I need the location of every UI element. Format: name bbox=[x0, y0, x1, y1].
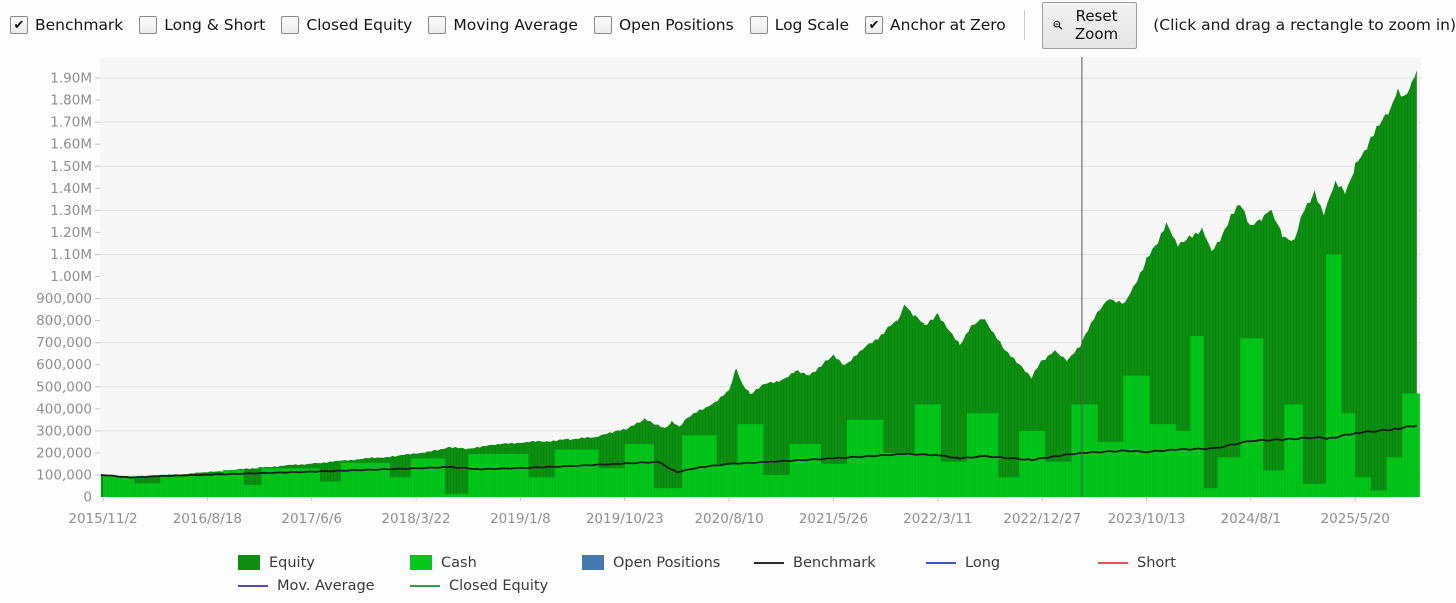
legend-item-equity: Equity bbox=[238, 555, 410, 571]
x-axis-label: 2022/3/11 bbox=[903, 511, 972, 527]
legend-label: Mov. Average bbox=[277, 577, 375, 594]
y-axis-label: 400,000 bbox=[36, 401, 92, 417]
y-axis-label: 1.70M bbox=[50, 115, 92, 131]
zoom-out-icon bbox=[1053, 20, 1063, 29]
x-axis-label: 2025/5/20 bbox=[1321, 511, 1390, 527]
legend-label: Cash bbox=[441, 554, 477, 571]
y-axis-label: 0 bbox=[83, 490, 92, 506]
y-axis-label: 700,000 bbox=[36, 335, 92, 351]
y-axis-label: 800,000 bbox=[36, 313, 92, 329]
legend-item-long: Long bbox=[926, 555, 1098, 571]
checkbox-log-scale[interactable]: Log Scale bbox=[749, 16, 850, 34]
legend-label: Open Positions bbox=[613, 554, 721, 571]
zoom-hint-text: (Click and drag a rectangle to zoom in) bbox=[1153, 16, 1456, 34]
y-axis-label: 200,000 bbox=[36, 445, 92, 461]
reset-zoom-label: Reset Zoom bbox=[1074, 6, 1119, 43]
y-axis-label: 1.50M bbox=[50, 159, 92, 175]
checkbox-long-short[interactable]: Long & Short bbox=[139, 16, 265, 34]
legend-label: Equity bbox=[269, 554, 315, 571]
checkbox-checked-icon[interactable]: ✔ bbox=[865, 16, 884, 34]
legend-label: Closed Equity bbox=[449, 577, 549, 594]
y-axis-label: 900,000 bbox=[36, 291, 92, 307]
legend-item-open-positions: Open Positions bbox=[582, 555, 754, 571]
x-axis-label: 2019/1/8 bbox=[490, 511, 551, 527]
checkbox-label: Anchor at Zero bbox=[890, 16, 1006, 34]
legend-item-benchmark: Benchmark bbox=[754, 555, 926, 571]
legend-swatch-icon bbox=[410, 555, 432, 570]
checkbox-label: Moving Average bbox=[453, 16, 578, 34]
y-axis-label: 1.30M bbox=[50, 203, 92, 219]
legend-item-mov-average: Mov. Average bbox=[238, 578, 410, 594]
legend-item-closed-equity: Closed Equity bbox=[410, 578, 582, 594]
checkbox-unchecked-icon[interactable] bbox=[593, 16, 612, 34]
y-axis-label: 1.90M bbox=[50, 71, 92, 87]
checkbox-label: Open Positions bbox=[618, 16, 734, 34]
reset-zoom-button[interactable]: Reset Zoom bbox=[1042, 1, 1138, 49]
checkbox-unchecked-icon[interactable] bbox=[139, 16, 158, 34]
benchmark-line bbox=[100, 424, 1418, 479]
toolbar-checkboxes: ✔ Benchmark Long & Short Closed Equity Movin… bbox=[10, 16, 1006, 34]
x-axis-label: 2015/11/2 bbox=[68, 511, 137, 527]
checkbox-unchecked-icon[interactable] bbox=[428, 16, 447, 34]
chart-svg: 1.90M 1.80M 1.70M 1.60M 1.50M 1.40M 1.30M 1.20M… bbox=[36, 57, 1421, 527]
checkbox-moving-average[interactable]: Moving Average bbox=[428, 16, 578, 34]
legend-line-icon bbox=[926, 561, 956, 564]
legend-swatch-icon bbox=[238, 555, 260, 570]
y-axis-label: 1.20M bbox=[50, 225, 92, 241]
y-axis-label: 300,000 bbox=[36, 423, 92, 439]
y-axis-label: 600,000 bbox=[36, 357, 92, 373]
toolbar-divider bbox=[1023, 10, 1025, 40]
y-axis-label: 1.10M bbox=[50, 247, 92, 263]
chart-legend: Equity Cash Open Positions Benchmark Long Sho… bbox=[238, 551, 1270, 597]
checkbox-unchecked-icon[interactable] bbox=[749, 16, 768, 34]
checkbox-unchecked-icon[interactable] bbox=[281, 16, 300, 34]
x-axis-label: 2021/5/26 bbox=[799, 511, 868, 527]
legend-swatch-icon bbox=[582, 555, 604, 570]
legend-label: Short bbox=[1137, 554, 1176, 571]
y-axis-label: 100,000 bbox=[36, 467, 92, 483]
legend-item-cash: Cash bbox=[410, 555, 582, 571]
y-axis-label: 1.80M bbox=[50, 93, 92, 109]
x-axis-label: 2023/10/13 bbox=[1108, 511, 1186, 527]
y-axis-label: 1.60M bbox=[50, 137, 92, 153]
checkbox-checked-icon[interactable]: ✔ bbox=[10, 16, 28, 34]
x-axis-label: 2016/8/18 bbox=[173, 511, 242, 527]
legend-label: Benchmark bbox=[793, 554, 876, 571]
toolbar: ✔ Benchmark Long & Short Closed Equity Movin… bbox=[0, 0, 1456, 49]
checkbox-anchor-at-zero[interactable]: ✔ Anchor at Zero bbox=[865, 16, 1006, 34]
checkbox-label: Log Scale bbox=[774, 16, 850, 34]
x-axis-label: 2019/10/23 bbox=[586, 511, 664, 527]
legend-item-short: Short bbox=[1098, 555, 1270, 571]
checkbox-open-positions[interactable]: Open Positions bbox=[593, 16, 734, 34]
x-axis-label: 2024/8/1 bbox=[1221, 511, 1282, 527]
bar-texture bbox=[100, 70, 1417, 498]
x-axis-label: 2018/3/22 bbox=[381, 511, 450, 527]
equity-chart[interactable]: 1.90M 1.80M 1.70M 1.60M 1.50M 1.40M 1.30M 1.20M… bbox=[0, 45, 1456, 540]
legend-line-icon bbox=[238, 584, 268, 587]
legend-label: Long bbox=[965, 554, 1001, 571]
y-axis-label: 1.00M bbox=[50, 269, 92, 285]
checkbox-label: Benchmark bbox=[35, 16, 124, 34]
legend-line-icon bbox=[754, 561, 784, 564]
checkbox-label: Closed Equity bbox=[306, 16, 413, 34]
legend-line-icon bbox=[410, 584, 440, 587]
y-axis-label: 1.40M bbox=[50, 181, 92, 197]
checkbox-label: Long & Short bbox=[164, 16, 266, 34]
y-axis-label: 500,000 bbox=[36, 379, 92, 395]
x-axis-label: 2022/12/27 bbox=[1003, 511, 1081, 527]
x-axis-label: 2020/8/10 bbox=[694, 511, 763, 527]
checkbox-benchmark[interactable]: ✔ Benchmark bbox=[10, 16, 123, 34]
legend-line-icon bbox=[1098, 561, 1128, 564]
x-axis-label: 2017/6/6 bbox=[281, 511, 342, 527]
checkbox-closed-equity[interactable]: Closed Equity bbox=[281, 16, 412, 34]
